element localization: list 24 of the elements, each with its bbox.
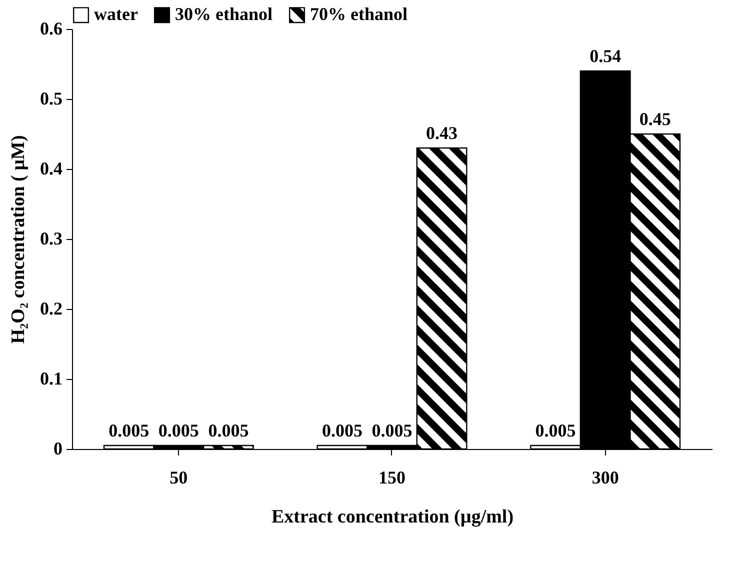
x-tick-label: 300 xyxy=(592,468,619,488)
y-tick-label: 0.4 xyxy=(40,158,62,178)
legend-label: water xyxy=(94,4,138,24)
data-label: 0.005 xyxy=(372,420,412,440)
data-label: 0.005 xyxy=(158,420,199,440)
data-label: 0.43 xyxy=(426,123,458,143)
x-tick-label: 150 xyxy=(378,468,406,488)
legend-label: 70% ethanol xyxy=(310,4,408,24)
data-label: 0.54 xyxy=(590,46,622,66)
y-axis-title: H₂O₂ concentration ( µM) xyxy=(8,135,29,344)
data-label: 0.005 xyxy=(322,420,362,440)
y-tick-label: 0.1 xyxy=(40,368,62,388)
y-tick-label: 0.5 xyxy=(40,88,62,108)
legend-label: 30% ethanol xyxy=(175,4,273,24)
data-label: 0.45 xyxy=(639,109,671,129)
y-tick-label: 0.6 xyxy=(40,18,62,38)
data-label: 0.005 xyxy=(108,420,150,440)
y-tick-label: 0.3 xyxy=(40,228,62,248)
data-label: 0.005 xyxy=(535,420,576,440)
x-tick-label: 50 xyxy=(170,468,188,488)
y-tick-label: 0 xyxy=(54,438,62,458)
x-axis-title: Extract concentration (µg/ml) xyxy=(271,506,514,528)
y-tick-label: 0.2 xyxy=(40,298,62,318)
data-label: 0.005 xyxy=(208,420,249,440)
